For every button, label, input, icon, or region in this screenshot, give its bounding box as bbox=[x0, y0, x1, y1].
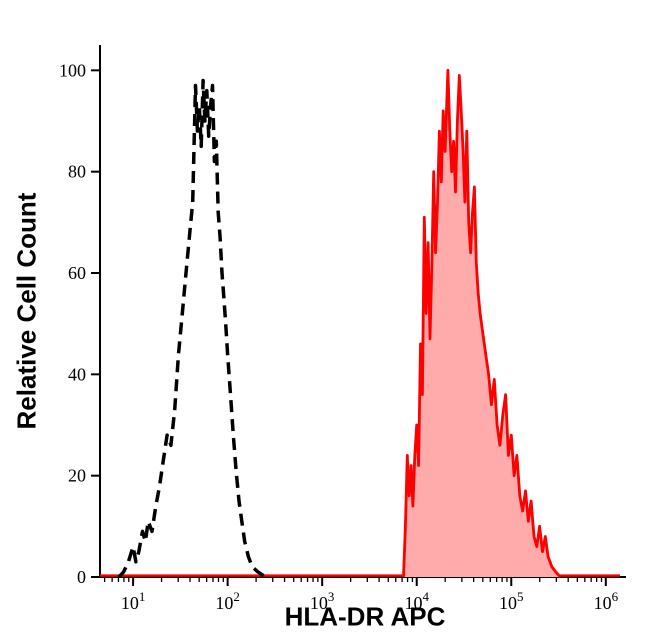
y-tick-label: 100 bbox=[59, 60, 86, 80]
x-tick-label: 106 bbox=[594, 589, 619, 613]
y-tick-label: 60 bbox=[68, 263, 86, 283]
hla-dr-apc-stained-fill bbox=[403, 70, 561, 578]
hla-dr-apc-stained-curve bbox=[402, 68, 562, 578]
x-tick-label: 104 bbox=[404, 589, 429, 613]
y-tick-label: 20 bbox=[68, 466, 86, 486]
negative-control-curve bbox=[117, 78, 267, 579]
y-axis-title: Relative Cell Count bbox=[11, 192, 42, 430]
x-axis-title: HLA-DR APC bbox=[284, 601, 446, 632]
x-tick-label: 101 bbox=[121, 589, 146, 613]
y-tick-label: 0 bbox=[77, 567, 86, 587]
x-tick-label: 103 bbox=[310, 589, 335, 613]
x-tick-label: 105 bbox=[499, 589, 523, 613]
y-tick-label: 40 bbox=[68, 364, 86, 384]
y-tick-label: 80 bbox=[68, 162, 86, 182]
x-tick-label: 102 bbox=[215, 589, 240, 613]
